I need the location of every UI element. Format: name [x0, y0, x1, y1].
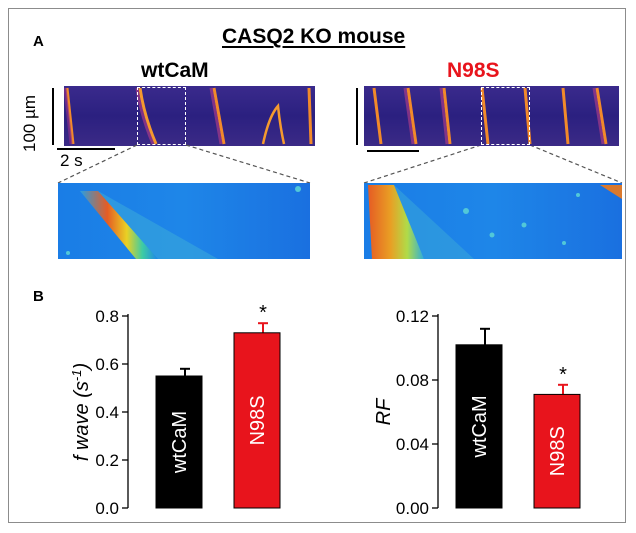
significance-star: * — [559, 364, 567, 386]
y-tick-label: 0.00 — [396, 499, 429, 518]
bar-wtcam — [455, 344, 503, 509]
fwave-bar-chart: 0.0 0.2 0.4 0.6 0.8 f wave (s-1) wtCaM N98S * — [69, 302, 281, 518]
bar-label: N98S — [247, 395, 269, 445]
y-tick-label: 0.0 — [95, 499, 119, 518]
left-condition-label: wtCaM — [141, 59, 209, 82]
y-axis-label: f wave (s-1) — [69, 363, 93, 461]
bar-label: N98S — [547, 426, 569, 476]
wtcam-zoom-region — [137, 87, 186, 145]
n98s-zoomed-image — [364, 183, 622, 259]
right-vertical-scalebar — [356, 88, 358, 145]
wtcam-zoomed-image — [58, 183, 310, 259]
left-horizontal-scalebar — [57, 148, 115, 150]
left-vertical-scalebar — [52, 88, 54, 145]
panel-a-letter: A — [33, 33, 44, 50]
significance-star: * — [259, 302, 267, 324]
wtcam-linescan-image — [64, 86, 315, 146]
bar-label: wtCaM — [169, 411, 191, 474]
n98s-linescan-image — [364, 86, 619, 146]
rf-bar-chart: 0.00 0.04 0.08 0.12 RF wtCaM N98S * — [373, 307, 581, 518]
bar-wtcam — [155, 375, 203, 509]
right-condition-label: N98S — [447, 59, 500, 82]
right-horizontal-scalebar — [367, 150, 419, 152]
bar-n98s — [233, 332, 281, 509]
y-tick-label: 0.4 — [95, 403, 119, 422]
y-tick-label: 0.12 — [396, 307, 429, 326]
panel-b-letter: B — [33, 288, 44, 305]
n98s-zoom-region — [481, 87, 530, 145]
y-tick-label: 0.04 — [396, 435, 429, 454]
bar-n98s — [533, 393, 581, 509]
y-tick-label: 0.6 — [95, 355, 119, 374]
y-tick-label: 0.08 — [396, 371, 429, 390]
time-scale-label: 2 s — [60, 151, 83, 170]
y-tick-label: 0.8 — [95, 307, 119, 326]
figure-title: CASQ2 KO mouse — [222, 25, 406, 48]
bar-label: wtCaM — [469, 395, 491, 458]
y-tick-label: 0.2 — [95, 451, 119, 470]
y-axis-label: RF — [373, 397, 395, 425]
